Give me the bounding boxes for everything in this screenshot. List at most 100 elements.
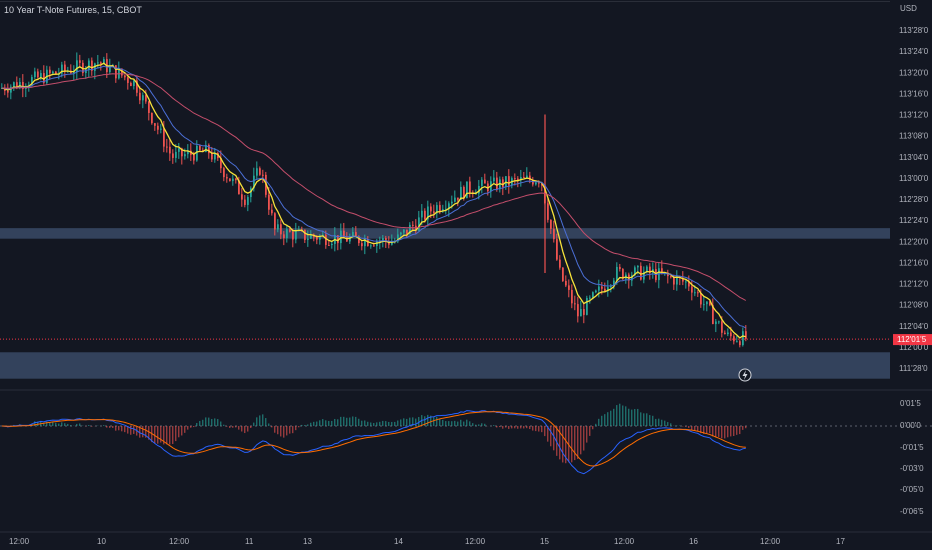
candle-body — [724, 332, 726, 335]
candle-body — [592, 292, 594, 298]
candle-body — [184, 154, 186, 157]
candle-body — [373, 245, 375, 247]
candle-body — [721, 321, 723, 333]
candle-body — [496, 177, 498, 190]
candle-body — [91, 60, 93, 71]
candle-body — [397, 234, 399, 242]
candle-body — [172, 153, 174, 158]
candle-body — [127, 77, 129, 83]
currency-label: USD — [900, 4, 917, 13]
candle-body — [607, 287, 609, 292]
candle-body — [115, 65, 117, 79]
candle-body — [157, 125, 159, 130]
symbol-title[interactable]: 10 Year T-Note Futures, 15, CBOT — [4, 5, 142, 15]
candle-body — [427, 206, 429, 220]
price-zone-1[interactable] — [0, 228, 890, 239]
candle-body — [451, 201, 453, 204]
price-axis-label: 113'00'0 — [899, 174, 929, 183]
candle-body — [433, 211, 435, 214]
candle-body — [220, 158, 222, 169]
price-axis-label: 113'20'0 — [899, 68, 929, 77]
price-axis-label: 112'28'0 — [899, 195, 929, 204]
candle-body — [295, 230, 297, 240]
candle-body — [457, 197, 459, 200]
candle-body — [271, 209, 273, 214]
price-axis[interactable]: 113'28'0 113'24'0 113'20'0 113'16'0 113'12'0… — [899, 26, 929, 373]
candle-body — [64, 64, 66, 71]
candle-body — [559, 259, 561, 268]
candle-body — [712, 305, 714, 325]
candle-body — [316, 237, 318, 240]
candle-body — [358, 236, 360, 244]
candle-body — [580, 309, 582, 317]
lightning-icon[interactable] — [738, 368, 752, 382]
candle-body — [439, 205, 441, 211]
time-axis-label: 16 — [689, 537, 698, 546]
candle-body — [73, 71, 75, 74]
candle-body — [226, 177, 228, 179]
candle-body — [40, 73, 42, 78]
candle-body — [229, 178, 231, 182]
candle-body — [388, 241, 390, 245]
macd-histogram — [4, 403, 747, 464]
last-price-tag — [893, 334, 932, 346]
candle-body — [319, 235, 321, 240]
candle-body — [685, 281, 687, 283]
candle-body — [703, 304, 705, 306]
candle-body — [241, 194, 243, 200]
candle-body — [556, 239, 558, 260]
time-axis-label: 12:00 — [614, 537, 635, 546]
candle-body — [49, 69, 51, 74]
candle-body — [409, 224, 411, 235]
time-axis-label: 13 — [303, 537, 312, 546]
candle-body — [148, 101, 150, 113]
candle-body — [370, 245, 372, 247]
candle-body — [136, 80, 138, 93]
macd-axis-label: 0'01'5 — [900, 399, 921, 408]
candle-body — [253, 175, 255, 189]
price-zone-2[interactable] — [0, 352, 890, 379]
candle-body — [181, 148, 183, 157]
candle-body — [52, 71, 54, 74]
time-axis-label: 12:00 — [465, 537, 486, 546]
candle-body — [328, 244, 330, 246]
candle-body — [739, 341, 741, 346]
candle-body — [619, 266, 621, 270]
candle-body — [514, 178, 516, 180]
candle-body — [508, 176, 510, 186]
candle-body — [133, 80, 135, 87]
candle-body — [742, 331, 744, 346]
candle-body — [22, 82, 24, 89]
candle-body — [502, 179, 504, 188]
candle-body — [31, 77, 33, 86]
candle-body — [286, 229, 288, 239]
candle-body — [376, 241, 378, 247]
candle-body — [550, 219, 552, 229]
time-axis-label: 15 — [540, 537, 549, 546]
candle-body — [631, 275, 633, 281]
candle-body — [682, 277, 684, 282]
candle-body — [55, 71, 57, 74]
candle-body — [76, 60, 78, 72]
candle-body — [553, 228, 555, 240]
candle-body — [532, 179, 534, 185]
ema-slow-line — [1, 73, 747, 301]
candle-body — [154, 123, 156, 126]
candle-body — [484, 179, 486, 184]
price-axis-label: 113'24'0 — [899, 47, 929, 56]
candle-body — [340, 230, 342, 244]
candle-body — [436, 205, 438, 214]
candle-body — [7, 90, 9, 93]
time-axis-label: 12:00 — [760, 537, 781, 546]
candle-body — [691, 286, 693, 293]
candle-body — [259, 168, 261, 175]
candle-body — [730, 332, 732, 337]
candle-body — [325, 234, 327, 245]
candle-body — [601, 286, 603, 289]
candle-body — [577, 304, 579, 317]
price-axis-label: 112'24'0 — [899, 216, 929, 225]
candle-body — [61, 64, 63, 74]
candle-body — [178, 148, 180, 152]
candle-body — [223, 168, 225, 178]
